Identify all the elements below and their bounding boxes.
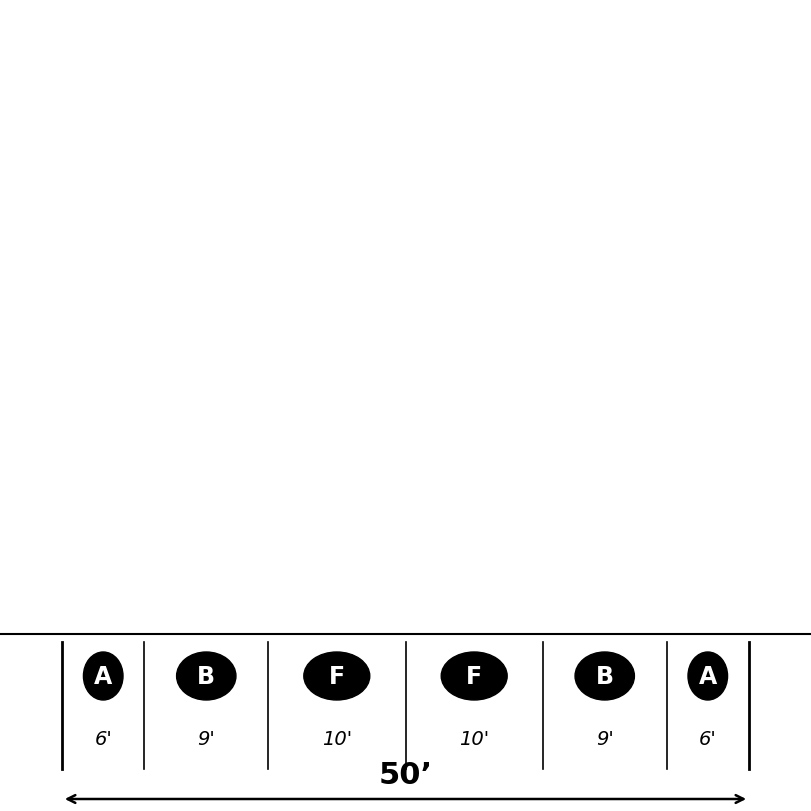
Bar [0, 0, 811, 629]
Text: B: B [197, 664, 215, 689]
Text: B: B [596, 664, 614, 689]
Text: A: A [698, 664, 717, 689]
Ellipse shape [84, 652, 123, 700]
Text: 50’: 50’ [379, 760, 432, 789]
Text: 9': 9' [596, 730, 614, 749]
Ellipse shape [304, 652, 370, 700]
Text: 9': 9' [197, 730, 215, 749]
Ellipse shape [177, 652, 236, 700]
Ellipse shape [688, 652, 727, 700]
Text: 6': 6' [94, 730, 112, 749]
Text: 10': 10' [459, 730, 489, 749]
Ellipse shape [575, 652, 634, 700]
Text: A: A [94, 664, 113, 689]
Text: F: F [466, 664, 483, 689]
Text: 10': 10' [322, 730, 352, 749]
Ellipse shape [441, 652, 507, 700]
Text: F: F [328, 664, 345, 689]
Text: 6': 6' [699, 730, 717, 749]
